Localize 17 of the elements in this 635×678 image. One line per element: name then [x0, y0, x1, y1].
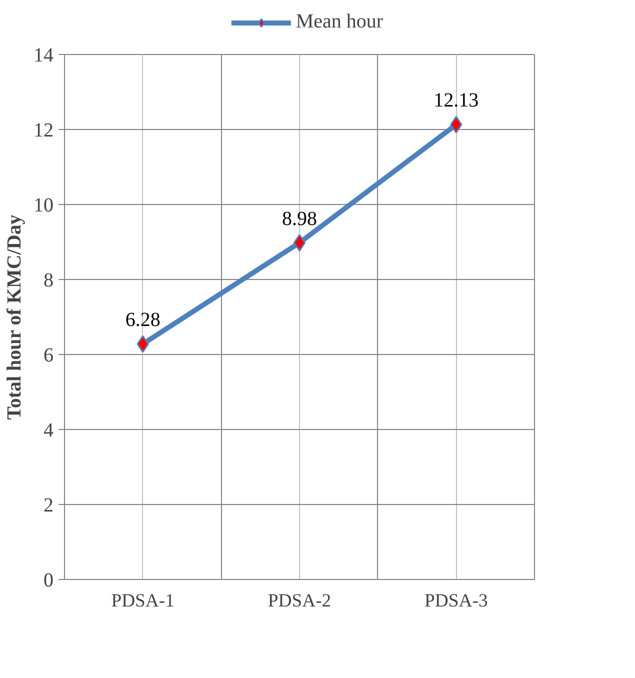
- data-label: 12.13: [434, 90, 479, 112]
- y-tick-label: 14: [34, 44, 54, 66]
- y-tick-label: 0: [44, 570, 54, 592]
- x-tick-label: PDSA-1: [111, 590, 174, 612]
- y-tick-label: 6: [44, 344, 54, 366]
- y-tick-label: 10: [34, 194, 54, 216]
- y-tick-label: 2: [44, 494, 54, 516]
- legend-label: Mean hour: [296, 10, 384, 34]
- y-tick-label: 8: [44, 270, 54, 292]
- point: [293, 234, 306, 252]
- x-tick-label: PDSA-3: [424, 590, 488, 612]
- data-label: 8.98: [282, 208, 317, 230]
- y-tick-label: 4: [44, 420, 54, 442]
- y-tick-label: 12: [34, 120, 54, 142]
- y-axis-title: Total hour of KMC/Day: [4, 214, 26, 420]
- x-tick-label: PDSA-2: [268, 590, 332, 612]
- data-label: 6.28: [125, 309, 160, 331]
